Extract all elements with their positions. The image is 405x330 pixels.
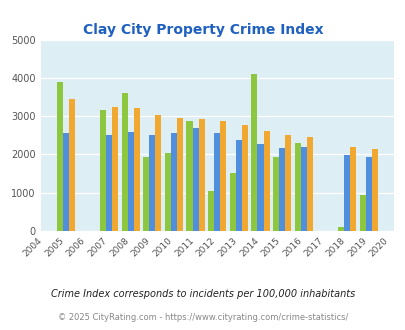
Bar [149,135,155,231]
Bar [220,121,226,231]
Bar [198,119,204,231]
Bar [337,227,343,231]
Text: Clay City Property Crime Index: Clay City Property Crime Index [83,23,322,37]
Bar [62,133,68,231]
Bar [192,128,198,231]
Bar [251,74,257,231]
Bar [241,125,247,231]
Bar [133,108,139,231]
Bar [278,148,284,231]
Bar [112,107,118,231]
Bar [300,147,306,231]
Bar [214,133,220,231]
Text: © 2025 CityRating.com - https://www.cityrating.com/crime-statistics/: © 2025 CityRating.com - https://www.city… [58,313,347,322]
Text: Crime Index corresponds to incidents per 100,000 inhabitants: Crime Index corresponds to incidents per… [51,289,354,299]
Bar [294,143,300,231]
Bar [359,195,365,231]
Bar [171,133,177,231]
Bar [257,144,263,231]
Bar [127,132,133,231]
Bar [106,135,112,231]
Bar [235,140,241,231]
Bar [143,157,149,231]
Bar [155,115,161,231]
Bar [306,137,312,231]
Bar [365,157,371,231]
Bar [68,99,75,231]
Bar [177,118,183,231]
Bar [100,111,106,231]
Bar [121,93,127,231]
Bar [57,82,62,231]
Bar [371,149,377,231]
Bar [284,135,290,231]
Bar [263,131,269,231]
Bar [349,147,355,231]
Bar [164,152,171,231]
Bar [273,157,278,231]
Bar [208,191,214,231]
Bar [229,173,235,231]
Bar [343,155,349,231]
Bar [186,121,192,231]
